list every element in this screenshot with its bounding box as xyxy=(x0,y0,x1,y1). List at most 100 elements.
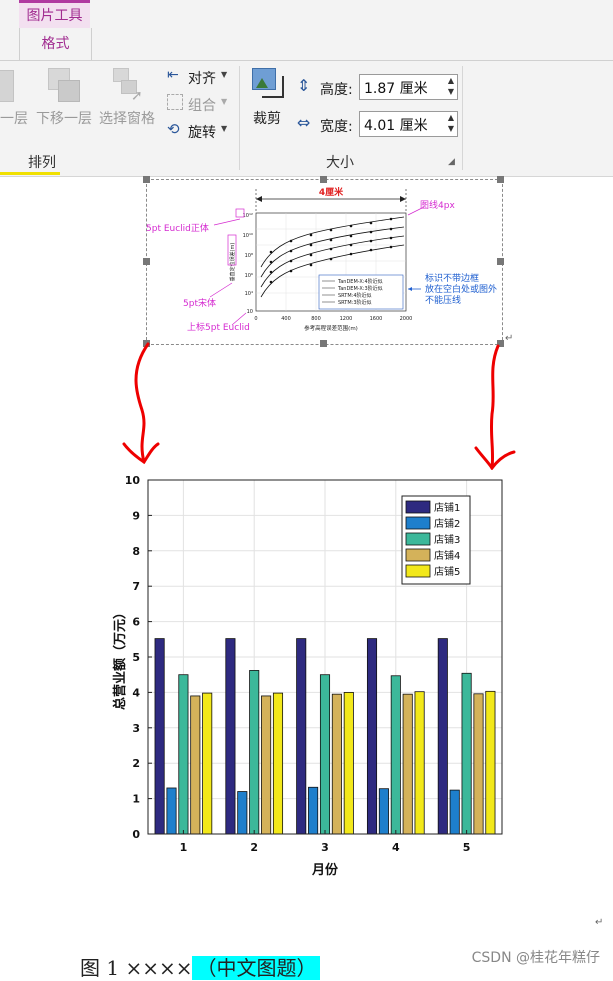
thumb-legend-item: TanDEM-X:4阶近似 xyxy=(337,278,383,285)
paragraph-mark: ↵ xyxy=(595,917,603,928)
red-arrows xyxy=(100,340,540,470)
selection-pane-label: 选择窗格 xyxy=(99,108,155,128)
bar-店铺4-2 xyxy=(261,696,270,834)
bar-店铺5-4 xyxy=(415,692,424,834)
crop-button[interactable]: 裁剪 xyxy=(246,66,290,136)
legend-swatch xyxy=(406,565,430,577)
thumb-xtick: 1200 xyxy=(340,316,353,322)
legend-swatch xyxy=(406,501,430,513)
align-icon: ⇤ xyxy=(167,67,179,83)
thumb-ytick: 10⁴ xyxy=(245,291,253,297)
thumb-ytick: 10⁲ xyxy=(247,309,253,315)
height-input[interactable]: 1.87 厘米 ▲ ▼ xyxy=(359,74,458,100)
caption-highlight: （中文图题） xyxy=(192,956,320,980)
bar-店铺3-2 xyxy=(250,670,259,834)
selection-pane-button[interactable]: ➚ 选择窗格 xyxy=(98,66,160,136)
bar-店铺3-4 xyxy=(391,676,400,834)
legend-label: 店铺1 xyxy=(434,501,460,514)
x-tick-label: 5 xyxy=(463,841,471,854)
bring-forward-icon xyxy=(0,70,14,102)
bar-店铺4-5 xyxy=(474,694,483,834)
width-note: 4厘米 xyxy=(319,186,344,198)
thumb-legend-item: SRTM:3阶近似 xyxy=(338,299,372,306)
y-tick-label: 0 xyxy=(132,828,140,841)
align-button[interactable]: ⇤ 对齐 ▼ xyxy=(165,66,233,88)
bar-店铺2-2 xyxy=(238,792,247,834)
thumb-legend-item: SRTM:4阶近似 xyxy=(338,292,372,299)
y-tick-label: 3 xyxy=(132,722,140,735)
y-tick-label: 10 xyxy=(125,474,141,487)
crop-label: 裁剪 xyxy=(253,108,281,128)
bar-chart: 012345678910 12345 月份 总营业额（万元） 店铺1店铺2店铺3… xyxy=(100,470,520,890)
group-label: 组合 xyxy=(188,95,216,115)
thumb-xtick: 800 xyxy=(311,316,321,322)
width-label: 宽度: xyxy=(320,116,353,136)
bar-店铺4-1 xyxy=(191,696,200,834)
label-superscript: 上标5pt Euclid xyxy=(187,320,250,333)
selection-pane-icon: ➚ xyxy=(113,68,145,102)
send-backward-button[interactable]: 下移一层 xyxy=(36,66,96,136)
chevron-down-icon: ▼ xyxy=(221,124,227,133)
bar-店铺5-5 xyxy=(486,691,495,834)
width-value: 4.01 厘米 xyxy=(364,115,428,135)
arrange-group-underline xyxy=(0,172,60,175)
bar-店铺2-5 xyxy=(450,790,459,834)
note-line: 标识不带边框 xyxy=(425,274,497,285)
height-icon: ⇕ xyxy=(297,76,310,95)
thumb-xlabel: 参考高程误差范围(m) xyxy=(304,324,358,332)
height-label: 高度: xyxy=(320,79,353,99)
group-button[interactable]: 组合 ▼ xyxy=(165,93,233,115)
rotate-label: 旋转 xyxy=(188,122,216,142)
y-tick-label: 8 xyxy=(132,545,140,558)
align-label: 对齐 xyxy=(188,68,216,88)
figure-caption: 图 1 ×××× （中文图题） xyxy=(80,952,320,981)
y-tick-label: 7 xyxy=(132,580,140,593)
legend-label: 店铺2 xyxy=(434,517,460,530)
bar-店铺4-3 xyxy=(332,694,341,834)
y-tick-label: 2 xyxy=(132,757,140,770)
spin-down-icon[interactable]: ▼ xyxy=(448,124,454,133)
bar-店铺1-4 xyxy=(367,639,376,834)
chevron-down-icon: ▼ xyxy=(221,97,227,106)
send-backward-label: 下移一层 xyxy=(36,108,92,128)
context-tab-picture-tools[interactable]: 图片工具 xyxy=(19,0,90,31)
x-tick-label: 4 xyxy=(392,841,400,854)
dialog-launcher-icon[interactable]: ◢ xyxy=(448,157,455,167)
thumb-ytick: 10¹⁰ xyxy=(243,233,253,239)
caption-prefix: 图 1 ×××× xyxy=(80,956,192,980)
legend-label: 店铺4 xyxy=(434,549,460,562)
bar-店铺1-3 xyxy=(297,639,306,834)
y-tick-label: 9 xyxy=(132,509,140,522)
size-group-label: 大小 xyxy=(326,152,354,172)
chevron-down-icon: ▼ xyxy=(221,70,227,79)
label-line-width: 图线4px xyxy=(420,198,455,211)
legend-label: 店铺5 xyxy=(434,565,460,578)
spin-up-icon[interactable]: ▲ xyxy=(448,113,454,122)
legend-swatch xyxy=(406,517,430,529)
rotate-button[interactable]: ⟲ 旋转 ▼ xyxy=(165,120,233,142)
x-tick-label: 1 xyxy=(180,841,188,854)
label-5pt-euclid: 5pt Euclid正体 xyxy=(146,221,209,234)
thumb-ytick: 10⁸ xyxy=(245,253,253,259)
spin-down-icon[interactable]: ▼ xyxy=(448,87,454,96)
bar-店铺5-1 xyxy=(203,693,212,834)
tab-divider xyxy=(0,60,613,61)
spin-up-icon[interactable]: ▲ xyxy=(448,76,454,85)
group-icon xyxy=(167,94,183,110)
tab-format[interactable]: 格式 xyxy=(19,28,92,61)
watermark: CSDN @桂花年糕仔 xyxy=(472,947,600,967)
bar-店铺5-2 xyxy=(273,693,282,834)
x-tick-label: 3 xyxy=(321,841,329,854)
bar-店铺5-3 xyxy=(344,692,353,834)
bring-forward-button[interactable]: 一层 xyxy=(0,66,32,136)
bar-店铺4-4 xyxy=(403,694,412,834)
crop-icon xyxy=(252,68,284,100)
bar-店铺2-4 xyxy=(379,789,388,834)
bar-店铺1-5 xyxy=(438,639,447,834)
note-line: 不能压线 xyxy=(425,296,497,307)
legend-swatch xyxy=(406,533,430,545)
group-separator xyxy=(462,66,463,170)
chart-legend: 店铺1店铺2店铺3店铺4店铺5 xyxy=(402,496,470,584)
width-input[interactable]: 4.01 厘米 ▲ ▼ xyxy=(359,111,458,137)
group-separator xyxy=(239,66,240,170)
